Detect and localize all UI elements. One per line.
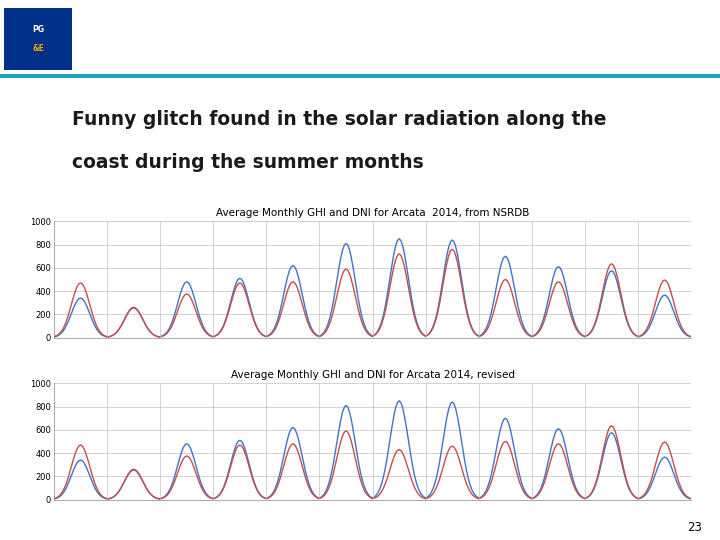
Text: Funny glitch found in the solar radiation along the: Funny glitch found in the solar radiatio… bbox=[72, 110, 606, 129]
Bar bbox=[4, 8, 72, 71]
Text: coast during the summer months: coast during the summer months bbox=[72, 153, 424, 172]
Text: Method: Spatial Interpolation (3 of 3): Method: Spatial Interpolation (3 of 3) bbox=[83, 29, 524, 49]
Text: &E: &E bbox=[32, 44, 44, 53]
Title: Average Monthly GHI and DNI for Arcata 2014, revised: Average Monthly GHI and DNI for Arcata 2… bbox=[230, 370, 515, 380]
Bar bbox=[0, 73, 720, 78]
Text: PG: PG bbox=[32, 25, 44, 34]
Text: 23: 23 bbox=[687, 521, 702, 534]
Title: Average Monthly GHI and DNI for Arcata  2014, from NSRDB: Average Monthly GHI and DNI for Arcata 2… bbox=[216, 208, 529, 218]
